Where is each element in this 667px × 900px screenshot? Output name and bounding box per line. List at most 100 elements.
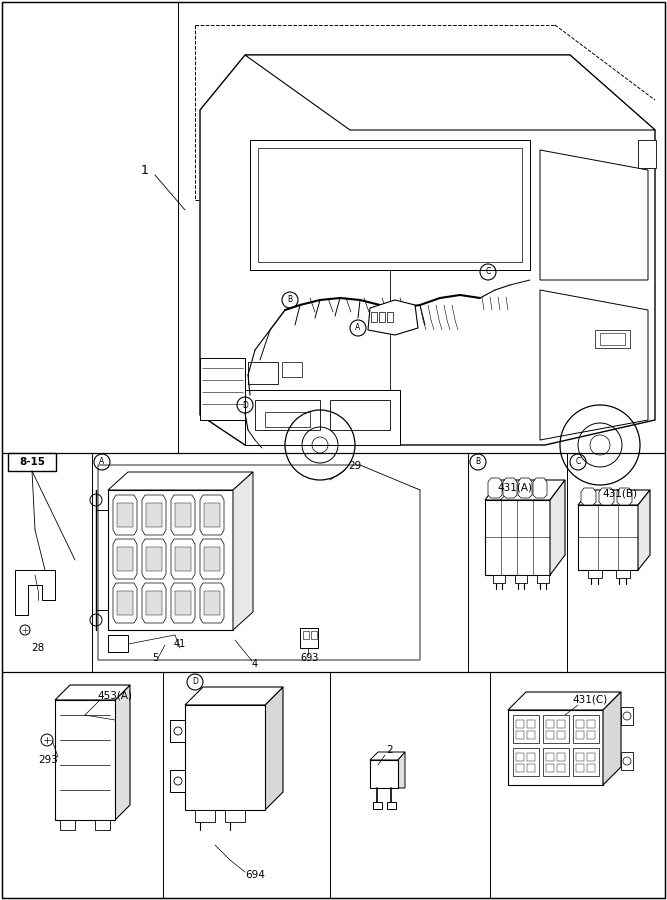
Bar: [311, 631, 317, 639]
Polygon shape: [233, 472, 253, 630]
Polygon shape: [113, 539, 137, 579]
Polygon shape: [200, 55, 655, 445]
Polygon shape: [142, 583, 166, 623]
Polygon shape: [508, 692, 621, 710]
Bar: [621, 752, 633, 770]
Polygon shape: [200, 583, 224, 623]
Text: B: B: [476, 457, 480, 466]
Bar: [573, 715, 599, 743]
Bar: [185, 705, 265, 810]
Polygon shape: [113, 495, 137, 535]
Text: D: D: [192, 678, 198, 687]
Text: 28: 28: [31, 643, 45, 653]
Bar: [117, 503, 133, 527]
Polygon shape: [15, 570, 55, 615]
Bar: [546, 720, 554, 728]
Polygon shape: [200, 358, 245, 420]
Bar: [513, 715, 539, 743]
Bar: [265, 412, 310, 427]
Bar: [527, 720, 535, 728]
Bar: [255, 400, 320, 430]
Bar: [576, 764, 584, 772]
Polygon shape: [98, 465, 420, 660]
Bar: [587, 731, 595, 739]
Polygon shape: [171, 583, 195, 623]
Polygon shape: [55, 685, 130, 700]
Polygon shape: [398, 752, 405, 788]
Bar: [546, 764, 554, 772]
Bar: [117, 591, 133, 615]
Bar: [516, 731, 524, 739]
Text: 1: 1: [141, 164, 149, 176]
Text: 431(C): 431(C): [572, 695, 608, 705]
Text: C: C: [486, 267, 491, 276]
Polygon shape: [115, 685, 130, 820]
Text: A: A: [356, 323, 361, 332]
Polygon shape: [245, 55, 655, 130]
Polygon shape: [518, 478, 532, 498]
Bar: [595, 330, 630, 348]
Bar: [146, 591, 162, 615]
Polygon shape: [250, 140, 530, 270]
Bar: [588, 570, 602, 578]
Polygon shape: [485, 500, 550, 575]
Bar: [573, 748, 599, 776]
Bar: [516, 720, 524, 728]
Bar: [527, 753, 535, 761]
Text: A: A: [99, 457, 105, 466]
Bar: [587, 764, 595, 772]
Polygon shape: [170, 770, 185, 792]
Bar: [557, 764, 565, 772]
Polygon shape: [60, 820, 75, 830]
Bar: [117, 547, 133, 571]
Text: 694: 694: [245, 870, 265, 880]
Polygon shape: [599, 488, 614, 505]
Bar: [146, 503, 162, 527]
Bar: [587, 720, 595, 728]
Text: C: C: [576, 457, 581, 466]
Bar: [543, 715, 569, 743]
Bar: [8, 453, 56, 471]
Polygon shape: [200, 495, 224, 535]
Bar: [204, 503, 220, 527]
Text: 41: 41: [174, 639, 186, 649]
Text: B: B: [287, 295, 293, 304]
Bar: [576, 731, 584, 739]
Polygon shape: [370, 752, 405, 760]
Polygon shape: [578, 505, 638, 570]
Text: 693: 693: [301, 653, 319, 663]
Polygon shape: [488, 478, 502, 498]
Bar: [282, 362, 302, 377]
Bar: [204, 591, 220, 615]
Bar: [2, 2, 665, 453]
Polygon shape: [171, 495, 195, 535]
Bar: [387, 312, 393, 322]
Bar: [175, 591, 191, 615]
Bar: [587, 753, 595, 761]
Bar: [515, 575, 527, 583]
Bar: [557, 720, 565, 728]
Text: 29: 29: [348, 461, 362, 471]
Text: 8-15: 8-15: [19, 457, 45, 467]
Bar: [546, 753, 554, 761]
Text: 431(B): 431(B): [602, 488, 638, 498]
Bar: [527, 731, 535, 739]
Bar: [576, 753, 584, 761]
Polygon shape: [108, 472, 253, 490]
Polygon shape: [142, 495, 166, 535]
Polygon shape: [638, 490, 650, 570]
Bar: [493, 575, 505, 583]
Bar: [546, 731, 554, 739]
Bar: [516, 753, 524, 761]
Bar: [513, 748, 539, 776]
Polygon shape: [142, 539, 166, 579]
Bar: [2, 453, 665, 672]
Polygon shape: [581, 488, 596, 505]
Polygon shape: [533, 478, 547, 498]
Bar: [527, 764, 535, 772]
Polygon shape: [185, 687, 283, 705]
Polygon shape: [170, 720, 185, 742]
Text: 431(A): 431(A): [498, 483, 532, 493]
Bar: [387, 802, 396, 809]
Polygon shape: [540, 290, 648, 440]
